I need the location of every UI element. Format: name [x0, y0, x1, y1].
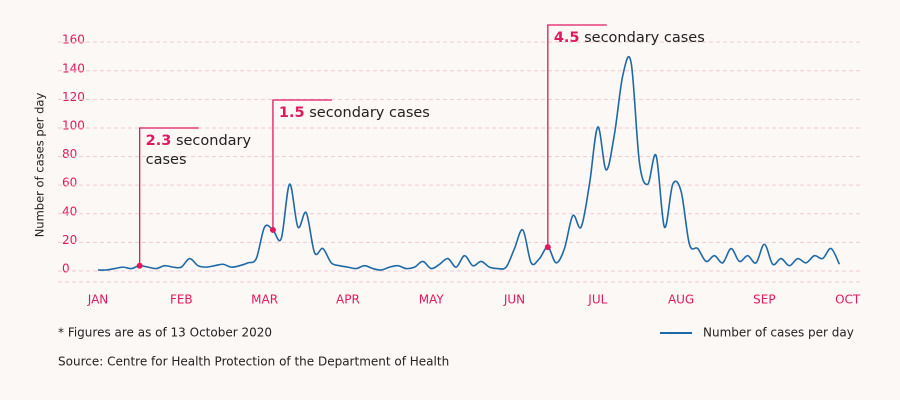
annotation-marker	[269, 226, 276, 233]
x-tick-label: AUG	[668, 293, 694, 307]
y-tick-label: 100	[62, 118, 85, 132]
y-tick-label: 20	[62, 233, 77, 247]
footnote: * Figures are as of 13 October 2020	[58, 326, 272, 340]
series-line	[97, 56, 841, 271]
annotation: 2.3 secondary cases	[146, 132, 256, 170]
annotation-marker	[544, 244, 551, 251]
annotation-leader	[547, 24, 607, 248]
annotation-text: secondary cases	[584, 30, 705, 46]
annotation-value: 1.5	[278, 105, 305, 121]
y-tick-label: 0	[62, 261, 70, 275]
annotation-value: 4.5	[553, 30, 580, 46]
legend-label: Number of cases per day	[703, 326, 854, 340]
x-tick-label: APR	[336, 293, 360, 307]
y-tick-label: 160	[62, 33, 85, 47]
annotation-text: secondary cases	[145, 133, 252, 168]
source: Source: Centre for Health Protection of …	[58, 355, 449, 369]
y-tick-label: 140	[62, 61, 85, 75]
annotation-leader	[138, 127, 199, 266]
x-tick-label: JUL	[587, 293, 607, 307]
y-tick-label: 80	[62, 147, 77, 161]
annotation-marker	[136, 262, 143, 269]
y-tick-label: 40	[62, 204, 77, 218]
annotation: 4.5 secondary cases	[554, 29, 754, 48]
annotation: 1.5 secondary cases	[279, 104, 479, 123]
annotation-text: secondary cases	[309, 105, 430, 121]
y-tick-label: 60	[62, 176, 77, 190]
x-tick-label: JUN	[503, 293, 525, 307]
annotation-leader	[272, 99, 332, 230]
x-tick-label: MAY	[419, 293, 445, 307]
y-tick-label: 120	[62, 90, 85, 104]
x-tick-label: MAR	[251, 293, 278, 307]
x-tick-label: FEB	[170, 293, 193, 307]
y-axis-label: Number of cases per day	[33, 93, 47, 238]
x-tick-label: OCT	[835, 293, 861, 307]
x-tick-label: JAN	[87, 293, 109, 307]
x-tick-label: SEP	[753, 293, 775, 307]
annotation-value: 2.3	[145, 133, 172, 149]
